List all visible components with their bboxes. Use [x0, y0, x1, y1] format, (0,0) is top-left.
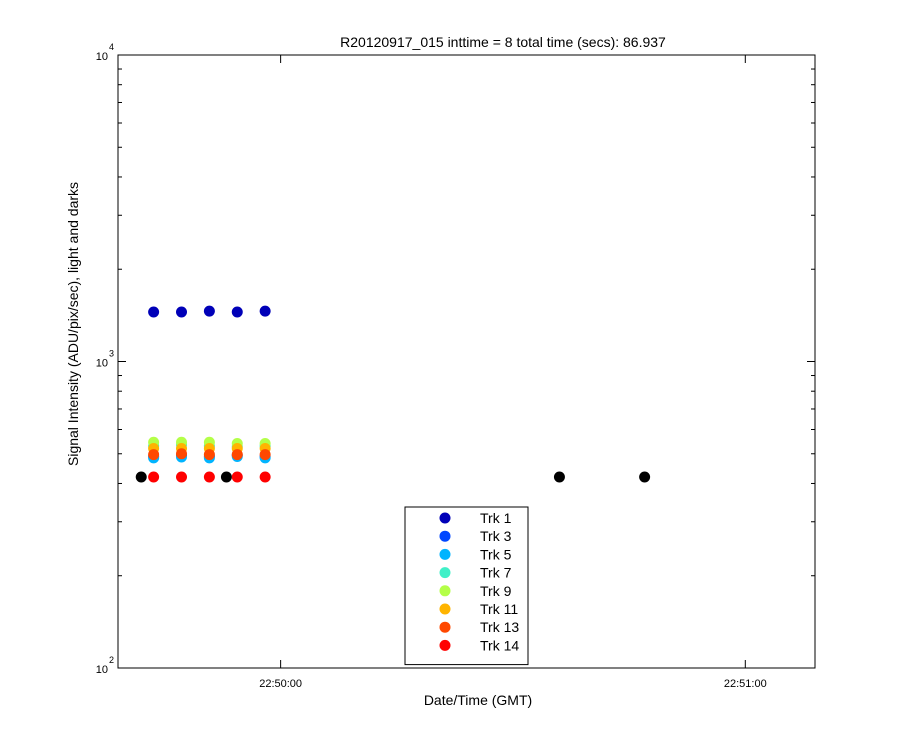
x-ticks: 22:50:00 22:51:00: [259, 55, 767, 690]
x-tick-label: 22:51:00: [724, 678, 767, 690]
point-trk-14: [176, 471, 188, 483]
legend-marker-trk-7: [439, 567, 451, 579]
dark-point: [135, 471, 147, 483]
point-trk-1: [176, 306, 188, 318]
legend-label-trk-3: Trk 3: [480, 528, 512, 544]
legend-marker-trk-1: [439, 512, 451, 524]
point-trk-14: [203, 471, 215, 483]
legend-label-trk-9: Trk 9: [480, 583, 512, 599]
dark-point: [639, 471, 651, 483]
chart-title: R20120917_015 inttime = 8 total time (se…: [340, 34, 666, 50]
y-axis-label: Signal Intensity (ADU/pix/sec), light an…: [65, 182, 81, 466]
point-trk-13: [231, 449, 243, 461]
point-trk-14: [148, 471, 160, 483]
legend-marker-trk-14: [439, 639, 451, 651]
point-trk-1: [203, 305, 215, 317]
legend-label-trk-14: Trk 14: [480, 637, 519, 653]
legend-box: [404, 506, 529, 666]
data-points: [135, 305, 651, 483]
dark-point: [220, 471, 232, 483]
dark-point: [553, 471, 565, 483]
x-tick-label: 22:50:00: [259, 678, 302, 690]
y-tick-exponent: 3: [109, 349, 114, 359]
legend-label-trk-11: Trk 11: [480, 601, 518, 617]
x-axis-label: Date/Time (GMT): [424, 692, 532, 708]
legend-marker-trk-5: [439, 548, 451, 560]
legend-label-trk-13: Trk 13: [480, 619, 519, 635]
y-tick-label: 10: [96, 664, 108, 676]
legend-label-trk-1: Trk 1: [480, 510, 512, 526]
point-trk-1: [231, 306, 243, 318]
point-trk-13: [176, 448, 188, 460]
y-tick-exponent: 2: [109, 655, 114, 665]
legend: Trk 1 Trk 3 Trk 5 Trk 7 Trk 9 Trk 11 Trk 13 Trk…: [404, 506, 529, 666]
legend-marker-trk-13: [439, 621, 451, 633]
point-trk-1: [259, 305, 271, 317]
point-trk-13: [259, 449, 271, 461]
legend-marker-trk-11: [439, 603, 451, 615]
y-minor-ticks: [118, 68, 815, 577]
point-trk-14: [259, 471, 271, 483]
legend-label-trk-7: Trk 7: [480, 565, 512, 581]
y-tick-exponent: 4: [109, 42, 114, 52]
point-trk-13: [148, 449, 160, 461]
legend-marker-trk-9: [439, 585, 451, 597]
legend-label-trk-5: Trk 5: [480, 546, 512, 562]
y-tick-label: 10: [96, 358, 108, 370]
point-trk-1: [148, 306, 160, 318]
point-trk-14: [231, 471, 243, 483]
legend-marker-trk-3: [439, 530, 451, 542]
point-trk-13: [203, 449, 215, 461]
y-tick-label: 10: [96, 51, 108, 63]
